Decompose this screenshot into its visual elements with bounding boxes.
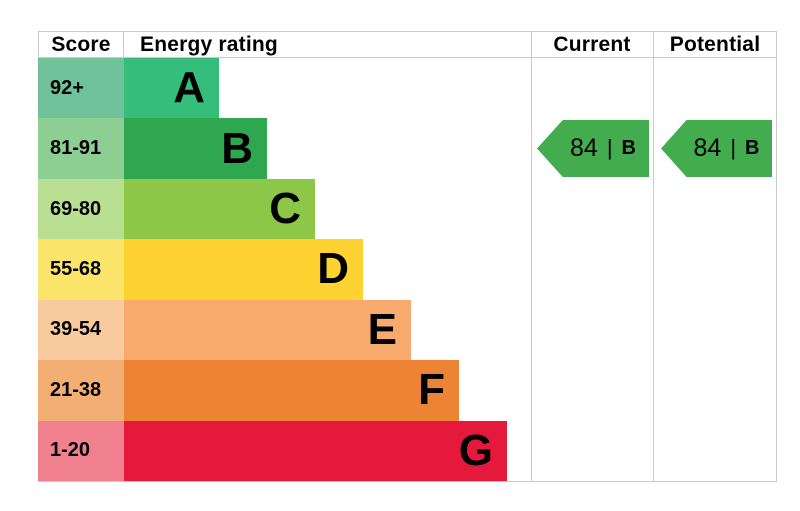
header-left-border (38, 31, 39, 58)
band-b-score: 81-91 (38, 118, 124, 179)
potential-column-divider (653, 31, 654, 482)
band-row-d: 55-68 D (38, 239, 777, 300)
potential-rating-band: B (745, 137, 760, 159)
current-column-divider (531, 31, 532, 482)
band-b-bar: B (124, 118, 267, 179)
band-d-bar: D (124, 239, 363, 300)
band-e-score: 39-54 (38, 299, 124, 361)
potential-rating-separator: | (730, 134, 737, 160)
band-row-c: 69-80 C (38, 178, 777, 240)
band-row-f: 21-38 F (38, 360, 777, 421)
band-row-b: 81-91 B (38, 118, 777, 179)
band-f-score: 21-38 (38, 360, 124, 421)
potential-column-header: Potential (669, 32, 761, 56)
band-row-a: 92+ A (38, 58, 777, 119)
table-top-border (38, 31, 777, 32)
band-a-bar: A (124, 58, 219, 119)
score-column-header: Score (51, 32, 111, 56)
current-rating-value: 84 (570, 134, 598, 162)
table-right-border (776, 31, 777, 482)
potential-rating-arrow: 84 | B (661, 120, 772, 177)
header-bottom-border (38, 57, 777, 58)
band-f-bar: F (124, 360, 459, 421)
table-bottom-border (38, 481, 777, 482)
band-c-score: 69-80 (38, 178, 124, 240)
band-g-score: 1-20 (38, 420, 124, 481)
band-row-g: 1-20 G (38, 420, 777, 481)
current-column-header: Current (553, 32, 631, 56)
band-c-bar: C (124, 178, 315, 240)
band-d-score: 55-68 (38, 239, 124, 300)
band-g-bar: G (124, 420, 507, 481)
current-rating-separator: | (606, 134, 613, 160)
band-row-e: 39-54 E (38, 299, 777, 361)
band-a-score: 92+ (38, 58, 124, 119)
energy-rating-column-header: Energy rating (140, 32, 278, 56)
energy-band-table: 92+ A 81-91 B 69-80 C 55-68 D 39-54 E 21… (38, 58, 777, 481)
current-rating-band: B (621, 137, 636, 159)
band-e-bar: E (124, 299, 411, 361)
current-rating-arrow: 84 | B (537, 120, 649, 177)
potential-rating-value: 84 (693, 134, 722, 162)
score-column-divider (123, 31, 124, 58)
